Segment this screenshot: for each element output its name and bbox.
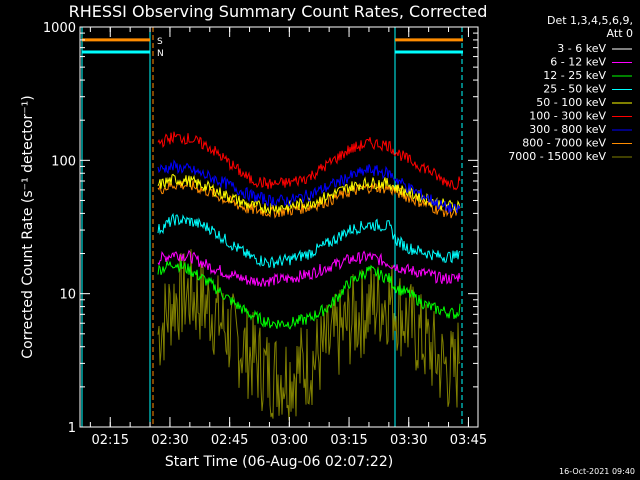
series-line-1 <box>157 249 461 287</box>
legend-label: 300 - 800 keV <box>529 123 606 136</box>
legend-label: 800 - 7000 keV <box>522 137 606 150</box>
x-tick-label: 03:00 <box>271 433 308 448</box>
legend-label: 3 - 6 keV <box>557 42 606 55</box>
y-axis-label: Corrected Count Rate (s⁻¹ detector⁻¹) <box>20 95 36 358</box>
status-vertical-lines <box>81 27 463 427</box>
legend-label: 6 - 12 keV <box>550 56 606 69</box>
legend-label: 25 - 50 keV <box>543 83 606 96</box>
series-line-5 <box>157 131 461 191</box>
plot-frame <box>79 26 479 428</box>
y-axis: 1 10 100 1000 <box>43 21 478 436</box>
flag-label-n: N <box>157 49 164 59</box>
legend-label: 50 - 100 keV <box>536 96 606 109</box>
y-tick-label: 1000 <box>43 21 76 36</box>
x-axis: 02:15 02:30 02:45 03:00 03:15 03:30 03:45 <box>89 27 487 448</box>
x-tick-label: 03:30 <box>390 433 427 448</box>
legend-label: 12 - 25 keV <box>543 69 606 82</box>
y-tick-label: 100 <box>51 154 76 169</box>
status-flags: SN <box>82 37 463 59</box>
y-tick-label: 10 <box>59 288 76 303</box>
legend-header-line2: Att 0 <box>607 27 633 40</box>
series-line-4 <box>157 173 461 216</box>
series-line-6 <box>157 159 461 214</box>
chart-title: RHESSI Observing Summary Count Rates, Co… <box>69 2 488 21</box>
x-tick-label: 02:15 <box>92 433 129 448</box>
y-tick-label: 1 <box>68 421 76 436</box>
legend-header-line1: Det 1,3,4,5,6,9, <box>547 14 633 27</box>
x-tick-label: 02:30 <box>151 433 188 448</box>
legend-label: 100 - 300 keV <box>529 110 606 123</box>
series-line-2 <box>157 260 461 330</box>
series-layer <box>157 131 461 421</box>
x-axis-label: Start Time (06-Aug-06 02:07:22) <box>165 454 393 470</box>
x-tick-label: 03:15 <box>330 433 367 448</box>
series-line-3 <box>157 212 461 269</box>
flag-label-s: S <box>157 37 163 47</box>
series-line-7 <box>157 178 461 219</box>
timestamp: 16-Oct-2021 09:40 <box>559 467 635 476</box>
legend-label: 7000 - 15000 keV <box>508 150 606 163</box>
x-tick-label: 02:45 <box>211 433 248 448</box>
x-tick-label: 03:45 <box>450 433 487 448</box>
